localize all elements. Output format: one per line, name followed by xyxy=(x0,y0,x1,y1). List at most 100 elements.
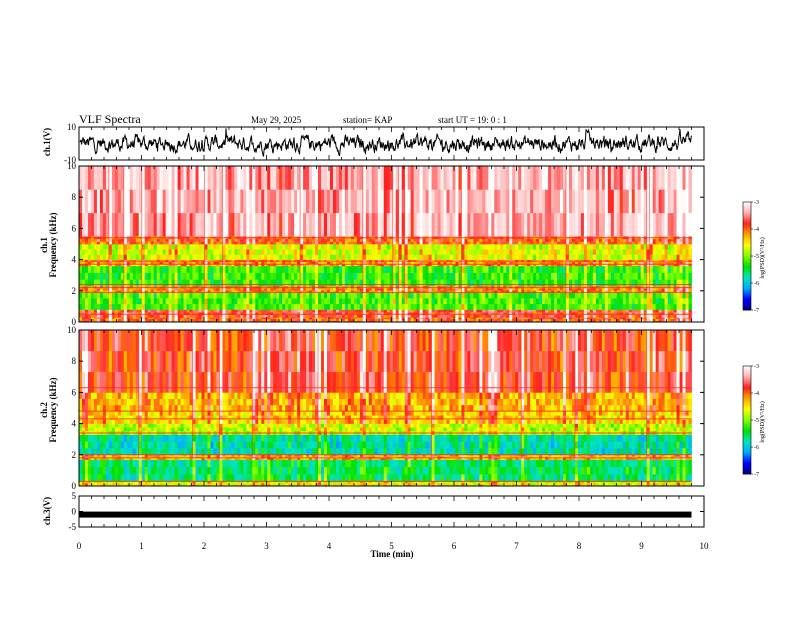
ch1-spectrogram-cell xyxy=(662,244,665,250)
ch1-spectrogram-cell xyxy=(599,279,602,286)
ch1-spectrogram-cell xyxy=(91,315,94,318)
ch1-spectrogram-cell xyxy=(581,310,584,313)
ch1-spectrogram-cell xyxy=(273,273,276,280)
ch1-spectrogram-cell xyxy=(485,254,488,260)
ch1-spectrogram-cell xyxy=(210,239,213,242)
ch1-spectrogram-cell xyxy=(351,292,354,298)
ch1-spectrogram-band xyxy=(79,279,692,286)
ch1-spectrogram-cell xyxy=(626,266,629,273)
ch1-spectrogram-cell xyxy=(210,273,213,280)
ch1-spectrogram-cell xyxy=(127,273,130,280)
ch1-spectrogram-cell xyxy=(321,249,324,255)
ch1-spectrogram-cell xyxy=(539,279,542,286)
ch1-spectrogram-cell xyxy=(190,266,193,273)
ch1-spectrogram-cell xyxy=(656,239,659,242)
ch1-spectrogram-cell xyxy=(255,262,258,264)
ch1-spectrogram-cell xyxy=(539,262,542,264)
ch1-spectrogram-cell xyxy=(497,288,500,290)
ch1-spectrogram-cell xyxy=(674,254,677,260)
ch1-spectrogram-cell xyxy=(103,262,106,264)
ch1-spectrogram-cell xyxy=(638,304,641,310)
ch1-spectrogram-cell xyxy=(237,266,240,273)
ch1-spectrogram-cell xyxy=(109,315,112,318)
ch1-spectrogram-cell xyxy=(449,292,452,298)
ch1-spectrogram-cell xyxy=(82,292,85,298)
ch1-spectrogram-cell xyxy=(557,241,560,244)
ch1-spectrogram-cell xyxy=(620,241,623,244)
ch1-spectrogram-cell xyxy=(482,241,485,244)
ch1-spectrogram-cell xyxy=(536,298,539,304)
ch1-spectrogram-cell xyxy=(151,310,154,313)
ch1-spectrogram-cell xyxy=(683,262,686,264)
ch1-spectrogram-cell xyxy=(614,249,617,255)
ch1-spectrogram-cell xyxy=(216,292,219,298)
ch1-spectrogram-cell xyxy=(426,310,429,313)
ch1-spectrogram-cell xyxy=(291,249,294,255)
ch1-spectrogram-cell xyxy=(587,298,590,304)
ch1-spectrogram-cell xyxy=(252,279,255,286)
ch1-spectrogram-cell xyxy=(423,266,426,273)
ch1-spectrogram-cell xyxy=(429,244,432,250)
ch1-spectrogram-cell xyxy=(351,315,354,318)
ch1-spectrogram-cell xyxy=(536,254,539,260)
ch1-spectrogram-cell xyxy=(614,288,617,290)
ch1-spectrogram-cell xyxy=(348,249,351,255)
ch1-spectrogram-cell xyxy=(521,315,524,318)
ch1-spectrogram-cell xyxy=(432,266,435,273)
ch1-spectrogram-cell xyxy=(369,304,372,310)
ch1-spectrogram-cell xyxy=(258,292,261,298)
ch1-spectrogram-cell xyxy=(482,315,485,318)
ch1-spectrogram-cell xyxy=(261,244,264,250)
ch1-spectrogram-cell xyxy=(291,310,294,313)
ch1-spectrogram-cell xyxy=(560,288,563,290)
ch1-spectrogram-cell xyxy=(348,262,351,264)
ch1-spectrogram-cell xyxy=(560,279,563,286)
ch1-spectrogram-cell xyxy=(276,304,279,310)
ch1-spectrogram-cell xyxy=(686,266,689,273)
ch1-spectrogram-cell xyxy=(596,239,599,242)
ch1-spectrogram-cell xyxy=(88,310,91,313)
ch1-spectrogram-cell xyxy=(527,266,530,273)
ch1-spectrogram-cell xyxy=(569,244,572,250)
ch1-spectrogram-cell xyxy=(124,239,127,242)
ch1-spectrogram-cell xyxy=(193,254,196,260)
ch1-spectrogram-cell xyxy=(668,288,671,290)
ch1-spectrogram-cell xyxy=(196,315,199,318)
ch1-spectrogram-cell xyxy=(464,244,467,250)
ch1-spectrogram-cell xyxy=(602,266,605,273)
ch1-spectrogram-cell xyxy=(330,310,333,313)
ch1-spectrogram-cell xyxy=(620,298,623,304)
ch1-spectrogram-cell xyxy=(234,266,237,273)
ch1-spectrogram-cell xyxy=(533,304,536,310)
ch1-spectrogram-cell xyxy=(222,262,225,264)
ch1-spectrogram-cell xyxy=(551,254,554,260)
ch1-spectrogram-cell xyxy=(204,273,207,280)
ch1-spectrogram-cell xyxy=(264,254,267,260)
ch1-spectrogram-cell xyxy=(420,288,423,290)
ch1-spectrogram-cell xyxy=(677,262,680,264)
ch1-spectrogram-cell xyxy=(566,254,569,260)
ch1-spectrogram-cell xyxy=(157,262,160,264)
ch1-spectrogram-cell xyxy=(234,239,237,242)
ch1-spectrogram-cell xyxy=(258,279,261,286)
ch1-spectrogram-cell xyxy=(542,262,545,264)
ch1-spectrogram-cell xyxy=(225,310,228,313)
ch1-spectrogram-cell xyxy=(106,298,109,304)
ch1-spectrogram-cell xyxy=(467,292,470,298)
ch1-spectrogram-cell xyxy=(196,310,199,313)
ch1-spectrogram-cell xyxy=(88,292,91,298)
ch1-spectrogram-cell xyxy=(608,249,611,255)
ch1-spectrogram-cell xyxy=(309,315,312,318)
ch1-spectrogram-cell xyxy=(199,288,202,290)
ch1-spectrogram-cell xyxy=(154,249,157,255)
ch1-spectrogram-cell xyxy=(94,310,97,313)
ch1-spectrogram-cell xyxy=(551,241,554,244)
ch1-spectrogram-cell xyxy=(482,310,485,313)
ch1-spectrogram-cell xyxy=(181,266,184,273)
ch1-spectrogram-cell xyxy=(130,292,133,298)
ch1-spectrogram-cell xyxy=(530,298,533,304)
ch1-spectrogram-cell xyxy=(351,239,354,242)
ch1-spectrogram-cell xyxy=(79,249,82,255)
ch1-spectrogram-cell xyxy=(423,310,426,313)
ch1-spectrogram-cell xyxy=(342,262,345,264)
